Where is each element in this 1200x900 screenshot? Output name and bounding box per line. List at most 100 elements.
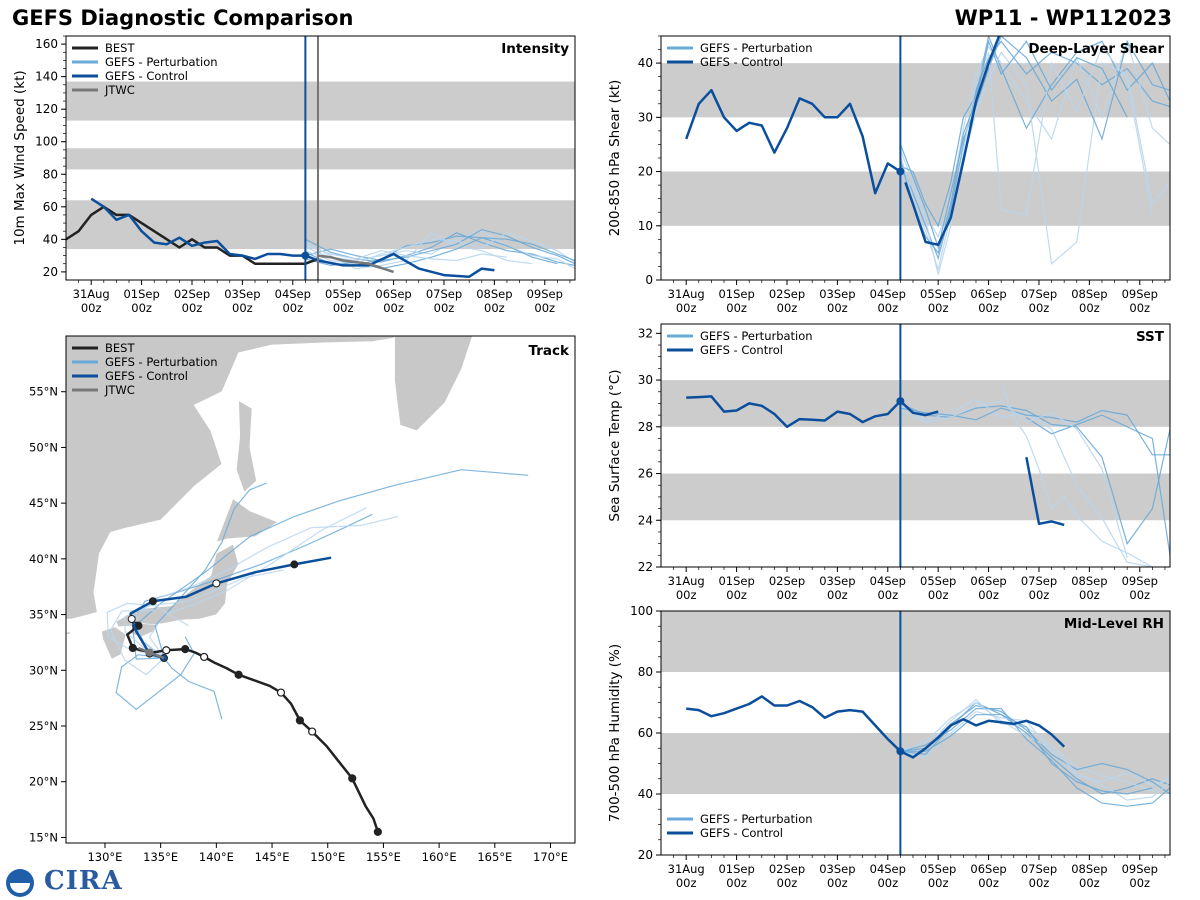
- perturbation-line: [305, 245, 508, 262]
- control-track-point: [212, 579, 221, 588]
- x-tick-label-day: 05Sep: [325, 287, 361, 301]
- x-tick-label-hour: 00z: [726, 301, 747, 315]
- perturbation-line: [900, 707, 1170, 807]
- x-tick-label-hour: 00z: [333, 301, 354, 315]
- x-tick-label-hour: 00z: [676, 876, 697, 890]
- y-tick-label: 35°N: [29, 608, 58, 622]
- map-group: [66, 336, 529, 836]
- x-tick-label-day: 31Aug: [668, 574, 705, 588]
- y-tick-label: 24: [638, 513, 653, 527]
- threshold-band: [661, 473, 1170, 521]
- x-tick-label-day: 08Sep: [476, 287, 512, 301]
- y-axis-label: 10m Max Wind Speed (kt): [12, 70, 28, 245]
- perturbation-line: [305, 228, 575, 265]
- x-tick-label-hour: 00z: [1079, 876, 1100, 890]
- perturbation-track: [154, 482, 267, 659]
- x-tick-label-hour: 00z: [676, 588, 697, 602]
- legend-label: GEFS - Perturbation: [700, 41, 813, 55]
- axes-frame: [65, 335, 576, 844]
- jtwc-line: [317, 254, 394, 274]
- y-tick-label: 30°N: [29, 663, 58, 677]
- panel-title: SST: [1136, 329, 1165, 345]
- series-group: [686, 382, 1170, 567]
- x-tick-label-day: 05Sep: [920, 287, 956, 301]
- x-tick-label-day: 08Sep: [1071, 287, 1107, 301]
- control-line: [1025, 456, 1065, 527]
- x-tick-label-day: 07Sep: [1021, 574, 1057, 588]
- y-tick-label: 40: [43, 232, 58, 246]
- y-tick-label: 15°N: [29, 830, 58, 844]
- storm-id: WP11 - WP112023: [954, 6, 1172, 30]
- y-tick-label: 50°N: [29, 440, 58, 454]
- perturbation-track: [109, 609, 165, 676]
- best-track-point: [234, 670, 243, 679]
- y-tick-label: 20: [638, 165, 653, 179]
- y-tick-label: 40°N: [29, 552, 58, 566]
- y-tick-label: 80: [43, 167, 58, 181]
- control-line: [899, 718, 1066, 759]
- y-axis-label: Sea Surface Temp (°C): [607, 369, 623, 521]
- perturbation-line: [1026, 414, 1170, 556]
- x-tick-label-day: 09Sep: [1122, 287, 1158, 301]
- y-axis-label: 700-500 hPa Humidity (%): [607, 644, 623, 822]
- perturbation-line: [900, 398, 1153, 567]
- control-line: [304, 252, 495, 278]
- x-tick-label-hour: 00z: [1029, 876, 1050, 890]
- x-tick-label-day: 04Sep: [870, 287, 906, 301]
- perturbation-track: [135, 515, 399, 659]
- x-tick-label-day: 01Sep: [718, 287, 754, 301]
- best-track-point: [295, 716, 304, 725]
- jeju-landmass: [66, 630, 71, 635]
- y-tick-label: 120: [35, 102, 58, 116]
- series-group: [66, 197, 575, 278]
- best-track-point: [348, 774, 357, 783]
- x-tick-label-hour: 00z: [282, 301, 303, 315]
- legend-label: BEST: [105, 341, 135, 355]
- x-tick-label-day: 05Sep: [920, 574, 956, 588]
- x-tick-label-hour: 00z: [777, 588, 798, 602]
- panel-intensity: 2040608010012014016031Aug00z01Sep00z02Se…: [12, 35, 576, 315]
- legend-label: GEFS - Control: [105, 69, 188, 83]
- x-tick-label-day: 08Sep: [1071, 574, 1107, 588]
- best-track-point: [308, 727, 317, 736]
- x-tick-label-hour: 00z: [1129, 301, 1150, 315]
- y-tick-label: 0: [645, 273, 653, 287]
- init-marker: [896, 747, 905, 756]
- x-tick-label-hour: 00z: [978, 876, 999, 890]
- x-tick-label-hour: 00z: [232, 301, 253, 315]
- x-tick-label: 150°E: [310, 850, 345, 864]
- panel-title: Intensity: [501, 41, 569, 57]
- perturbation-line: [305, 230, 575, 270]
- x-tick-label-hour: 00z: [1029, 588, 1050, 602]
- x-tick-label-day: 05Sep: [920, 862, 956, 876]
- x-tick-label-hour: 00z: [1079, 588, 1100, 602]
- y-tick-label: 40: [638, 787, 653, 801]
- x-tick-label-day: 02Sep: [769, 574, 805, 588]
- best-track-point: [128, 643, 137, 653]
- x-tick-label-hour: 00z: [383, 301, 404, 315]
- y-tick-label: 22: [638, 560, 653, 574]
- legend-label: BEST: [105, 41, 135, 55]
- init-marker: [896, 167, 905, 176]
- perturbation-track: [163, 657, 223, 720]
- x-tick-label-day: 06Sep: [970, 862, 1006, 876]
- x-tick-label-day: 09Sep: [1122, 862, 1158, 876]
- y-tick-label: 10: [638, 219, 653, 233]
- control-track-point: [127, 615, 136, 624]
- x-tick-label-day: 02Sep: [769, 862, 805, 876]
- x-tick-label-day: 04Sep: [870, 862, 906, 876]
- threshold-band: [66, 81, 575, 121]
- legend-label: GEFS - Perturbation: [700, 812, 813, 826]
- x-tick-label-hour: 00z: [777, 301, 798, 315]
- x-tick-label-day: 31Aug: [668, 862, 705, 876]
- best-track-point: [373, 827, 382, 836]
- x-tick-label-hour: 00z: [777, 876, 798, 890]
- control-track-point: [290, 560, 299, 569]
- perturbation-track: [132, 513, 373, 659]
- y-tick-label: 55°N: [29, 385, 58, 399]
- sakhalin-landmass: [236, 400, 257, 493]
- perturbation-line: [899, 39, 1170, 239]
- x-tick-label-day: 07Sep: [1021, 287, 1057, 301]
- y-tick-label: 32: [638, 326, 653, 340]
- x-tick-label-hour: 00z: [978, 588, 999, 602]
